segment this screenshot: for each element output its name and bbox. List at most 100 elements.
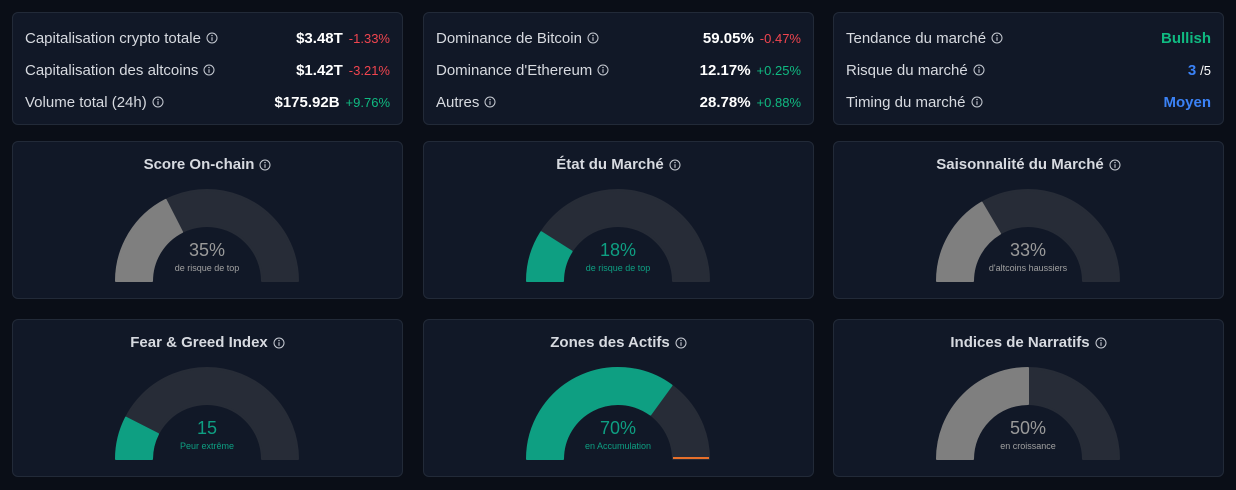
- stat-label: Volume total (24h): [25, 93, 147, 111]
- stat-card: Dominance de Bitcoin 59.05% -0.47% Dominanc…: [423, 12, 814, 125]
- gauge-fill: [526, 231, 573, 282]
- gauge-title-wrap: Saisonnalité du Marché: [834, 156, 1223, 173]
- stat-right: 28.78% +0.88%: [700, 94, 801, 111]
- info-icon-dot: [975, 98, 978, 101]
- stat-change: -3.21%: [348, 62, 390, 78]
- stat-value: $1.42T: [296, 61, 343, 79]
- stat-label-wrap: Volume total (24h): [25, 94, 164, 111]
- gauge-value: 15: [197, 418, 217, 438]
- gauge-value: 70%: [600, 418, 636, 438]
- info-icon-dot: [208, 66, 211, 69]
- stat-label: Autres: [436, 93, 480, 111]
- stat-label: Dominance d'Ethereum: [436, 61, 593, 79]
- gauge-title: Indices de Narratifs: [950, 334, 1090, 351]
- stat-row: Capitalisation des altcoins $1.42T -3.21%: [25, 60, 390, 80]
- info-icon-dot: [680, 339, 682, 341]
- stat-change: +0.25%: [756, 62, 801, 78]
- info-icon-dot: [592, 34, 594, 37]
- gauge-title: État du Marché: [556, 156, 664, 173]
- gauge: 15 Peur extrême: [115, 367, 299, 460]
- stat-label-wrap: Autres: [436, 94, 496, 111]
- stat-label-wrap: Capitalisation des altcoins: [25, 62, 215, 79]
- info-icon-dot: [1099, 339, 1102, 341]
- gauge-card: Saisonnalité du Marché 33% d'altcoins haus…: [833, 141, 1224, 299]
- info-icon-dot: [602, 66, 604, 69]
- gauge-value: 35%: [189, 240, 225, 260]
- gauge-fill: [526, 367, 673, 460]
- stat-label: Capitalisation crypto totale: [25, 29, 201, 47]
- info-icon-ring: [587, 32, 599, 44]
- info-icon-dot: [264, 161, 267, 163]
- stat-suffix: /5: [1200, 62, 1211, 78]
- stat-row: Dominance de Bitcoin 59.05% -0.47%: [436, 28, 801, 48]
- stat-right: 59.05% -0.47%: [703, 30, 801, 47]
- stat-row: Timing du marché Moyen: [846, 92, 1211, 112]
- stat-right: 12.17% +0.25%: [700, 62, 801, 79]
- info-icon-ring: [675, 337, 687, 348]
- stat-row: Risque du marché 3/5: [846, 60, 1211, 80]
- info-icon-dot: [489, 98, 492, 101]
- info-icon-ring: [973, 64, 985, 76]
- gauge-track: [115, 367, 299, 460]
- info-icon-dot: [1114, 161, 1116, 163]
- gauge: 33% d'altcoins haussiers: [936, 189, 1120, 282]
- info-icon: [152, 96, 164, 108]
- gauge-card: État du Marché 18% de risque de top: [423, 141, 814, 299]
- info-icon: [597, 64, 609, 76]
- stat-label-wrap: Dominance d'Ethereum: [436, 62, 609, 79]
- info-icon: [669, 159, 681, 170]
- info-icon-ring: [206, 32, 218, 44]
- stat-row: Volume total (24h) $175.92B +9.76%: [25, 92, 390, 112]
- stat-change: -0.47%: [759, 30, 801, 46]
- gauge-card: Fear & Greed Index 15 Peur extrême: [12, 319, 403, 477]
- info-icon-ring: [484, 96, 496, 108]
- stat-value: 28.78%: [699, 93, 751, 111]
- gauge-card: Score On-chain 35% de risque de top: [12, 141, 403, 299]
- gauge-title: Saisonnalité du Marché: [936, 156, 1104, 173]
- stat-value: 59.05%: [702, 29, 754, 47]
- gauge: 35% de risque de top: [115, 189, 299, 282]
- info-icon: [973, 64, 985, 76]
- gauge-caption: d'altcoins haussiers: [989, 263, 1068, 273]
- gauge: 70% en Accumulation: [526, 367, 710, 460]
- gauge: 50% en croissance: [936, 367, 1120, 460]
- stat-label: Risque du marché: [846, 61, 968, 79]
- gauge-title: Zones des Actifs: [550, 334, 670, 351]
- stat-label-wrap: Dominance de Bitcoin: [436, 30, 599, 47]
- stat-label: Capitalisation des altcoins: [25, 61, 199, 79]
- info-icon-ring: [203, 64, 215, 76]
- stat-value: Moyen: [1163, 93, 1211, 111]
- info-icon-ring: [597, 64, 609, 76]
- stat-value: Bullish: [1160, 29, 1211, 47]
- info-icon-ring: [1109, 159, 1121, 170]
- gauge-title-wrap: Fear & Greed Index: [13, 334, 402, 351]
- gauge-card: Zones des Actifs 70% en Accumulation: [423, 319, 814, 477]
- info-icon-dot: [978, 66, 980, 69]
- info-icon-ring: [259, 159, 271, 170]
- stat-label: Dominance de Bitcoin: [436, 29, 582, 47]
- info-icon: [991, 32, 1003, 44]
- gauge-card: Indices de Narratifs 50% en croissance: [833, 319, 1224, 477]
- stat-value: $175.92B: [274, 93, 340, 111]
- stat-label-wrap: Timing du marché: [846, 94, 983, 111]
- stat-label-wrap: Risque du marché: [846, 62, 985, 79]
- stat-right: 3/5: [1188, 62, 1211, 79]
- gauge-value: 50%: [1010, 418, 1046, 438]
- gauge-fill: [936, 201, 1001, 282]
- stat-row: Autres 28.78% +0.88%: [436, 92, 801, 112]
- stat-row: Tendance du marché Bullish: [846, 28, 1211, 48]
- info-icon-ring: [669, 159, 681, 170]
- info-icon: [484, 96, 496, 108]
- gauge: 18% de risque de top: [526, 189, 710, 282]
- gauge-fill: [936, 367, 1029, 460]
- stat-label-wrap: Tendance du marché: [846, 30, 1003, 47]
- info-icon-dot: [211, 34, 213, 37]
- gauge-caption: en Accumulation: [585, 441, 651, 451]
- gauge-caption: de risque de top: [586, 263, 651, 273]
- gauge-track: [526, 189, 710, 282]
- gauge-caption: en croissance: [1000, 441, 1056, 451]
- info-icon-dot: [674, 161, 676, 163]
- info-icon: [1109, 159, 1121, 170]
- stat-label-wrap: Capitalisation crypto totale: [25, 30, 218, 47]
- stat-row: Dominance d'Ethereum 12.17% +0.25%: [436, 60, 801, 80]
